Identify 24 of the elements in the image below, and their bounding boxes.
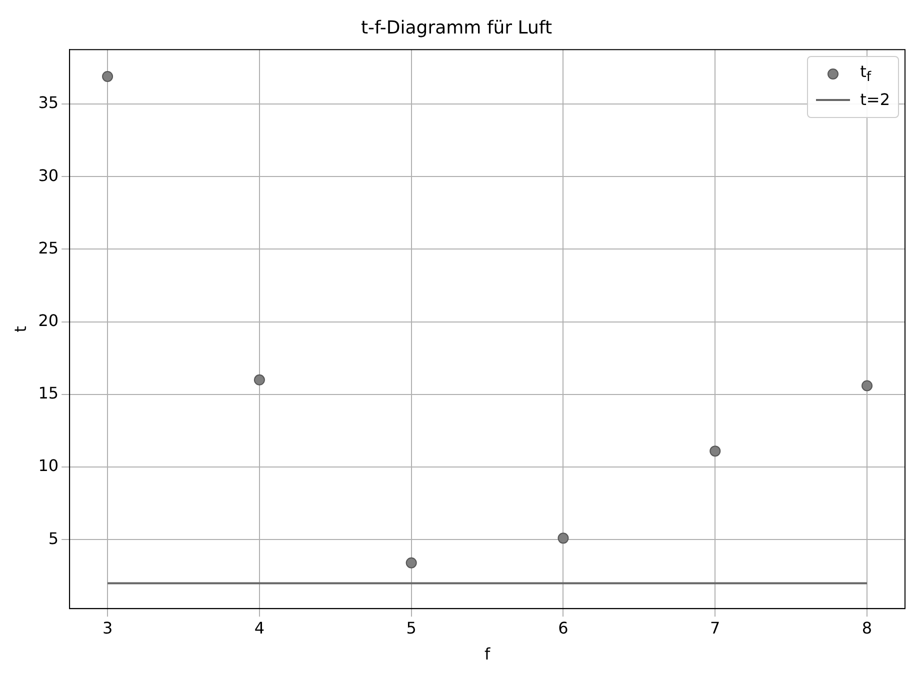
y-tick-label: 30: [38, 166, 59, 185]
y-tick-label: 20: [38, 310, 59, 330]
y-tick-label: 25: [38, 238, 59, 258]
x-tick-label: 8: [862, 618, 872, 638]
legend-label: t$_{f}$: [860, 62, 872, 86]
x-axis-title: f: [484, 644, 490, 664]
point: [862, 380, 873, 392]
x-tick-label: 4: [254, 618, 265, 638]
y-tick-label: 10: [38, 456, 59, 476]
point: [406, 557, 417, 568]
y-axis-title: t: [10, 326, 30, 332]
x-tick-label: 6: [558, 618, 568, 638]
y-tick-label: 35: [38, 93, 59, 112]
y-tick-label: 5: [48, 528, 59, 548]
point: [710, 446, 721, 457]
x-tick-label: 5: [406, 618, 416, 638]
x-tick-label: 3: [102, 618, 113, 638]
point: [102, 70, 114, 82]
legend-label: t=2: [860, 90, 890, 110]
x-tick-label: 7: [710, 618, 720, 638]
point: [254, 374, 265, 386]
chart-title: t-f-Diagramm für Luft: [360, 17, 552, 38]
point: [558, 532, 569, 544]
y-tick-label: 15: [38, 384, 59, 403]
